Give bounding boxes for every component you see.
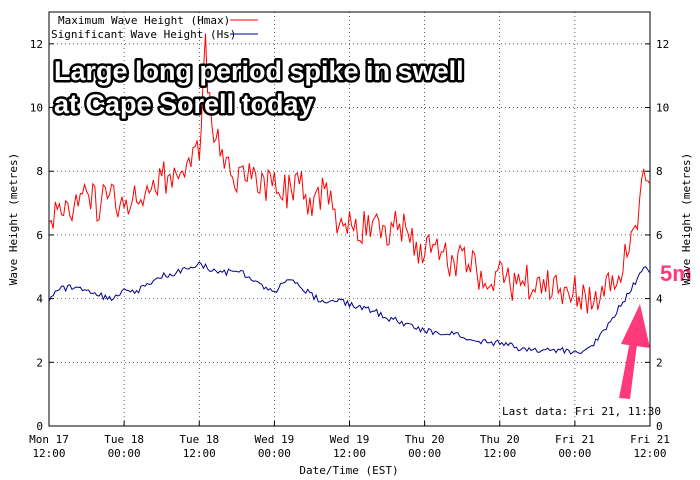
x-tick-label-time: 00:00 (558, 447, 591, 460)
legend: Maximum Wave Height (Hmax) Significant W… (51, 14, 258, 41)
y-tick-label-right: 0 (656, 420, 663, 433)
y-axis-title-right: Wave Height (metres) (680, 153, 693, 285)
y-tick-label-right: 12 (656, 38, 669, 51)
legend-label-hs: Significant Wave Height (Hs) (51, 28, 236, 41)
grid (49, 12, 650, 426)
series-lines (48, 33, 651, 355)
y-tick-label: 2 (36, 356, 43, 369)
x-tick-label-time: 12:00 (633, 447, 666, 460)
x-tick-label-day: Wed 19 (330, 433, 370, 446)
last-data-note: Last data: Fri 21, 11:30 (502, 405, 661, 418)
spike-arrow-head (621, 304, 650, 348)
y-tick-label: 8 (36, 165, 43, 178)
spike-annotation: 5m (619, 259, 694, 399)
y-tick-label-right: 4 (656, 293, 663, 306)
series-line-hs (48, 261, 651, 355)
x-tick-label-day: Mon 17 (29, 433, 69, 446)
y-tick-label: 12 (30, 38, 43, 51)
headline-annotation: Large long period spike in swell at Cape… (52, 54, 467, 122)
x-tick-label-time: 12:00 (333, 447, 366, 460)
y-tick-label: 0 (36, 420, 43, 433)
x-axis-title: Date/Time (EST) (299, 464, 398, 477)
x-tick-label-time: 00:00 (108, 447, 141, 460)
x-tick-label-time: 12:00 (32, 447, 65, 460)
x-tick-label-day: Fri 21 (630, 433, 670, 446)
x-tick-label-day: Thu 20 (405, 433, 445, 446)
y-tick-label-right: 6 (656, 229, 663, 242)
legend-label-hmax: Maximum Wave Height (Hmax) (58, 14, 230, 27)
y-tick-label-right: 2 (656, 356, 663, 369)
x-tick-label-day: Fri 21 (555, 433, 595, 446)
y-tick-label-right: 10 (656, 102, 669, 115)
headline-line-2: at Cape Sorell today (54, 89, 314, 119)
y-axis-title-left: Wave Height (metres) (7, 153, 20, 285)
spike-arrow-shaft (619, 336, 638, 399)
x-tick-label-time: 12:00 (483, 447, 516, 460)
y-tick-label: 6 (36, 229, 43, 242)
x-tick-label-day: Tue 18 (104, 433, 144, 446)
x-tick-label-time: 00:00 (408, 447, 441, 460)
headline-line-1: Large long period spike in swell (54, 56, 464, 86)
x-tick-label-time: 12:00 (183, 447, 216, 460)
x-tick-label-day: Wed 19 (255, 433, 295, 446)
y-tick-label-right: 8 (656, 165, 663, 178)
x-tick-label-day: Thu 20 (480, 433, 520, 446)
y-axis-ticks: 0 0 2 2 4 4 6 6 8 8 10 10 12 12 (30, 38, 670, 433)
y-tick-label: 4 (36, 293, 43, 306)
x-tick-label-time: 00:00 (258, 447, 291, 460)
series-line-hmax (48, 33, 651, 314)
spike-label: 5m (660, 261, 692, 286)
x-tick-label-day: Tue 18 (179, 433, 219, 446)
y-tick-label: 10 (30, 102, 43, 115)
